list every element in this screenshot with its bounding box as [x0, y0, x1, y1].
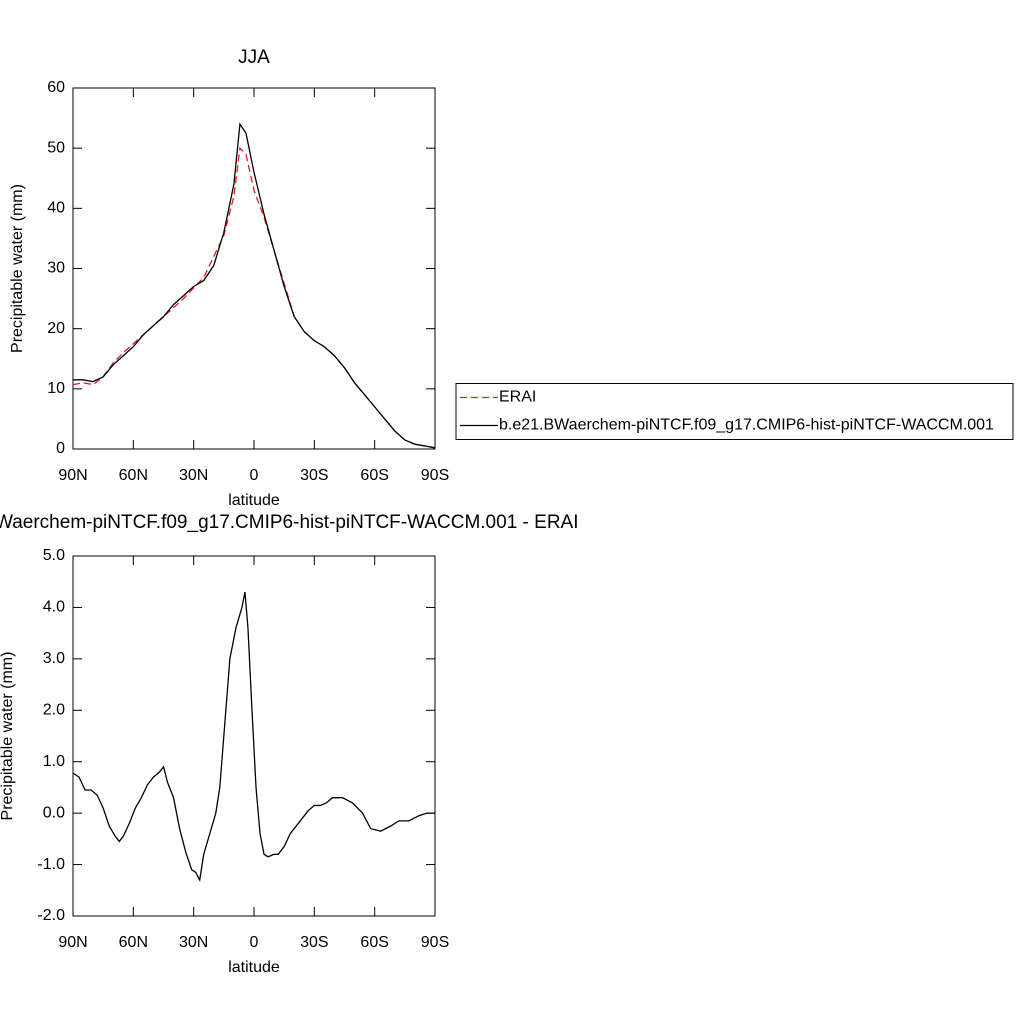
- x-axis-label: latitude: [228, 492, 280, 509]
- x-tick-label: 90S: [421, 934, 449, 951]
- y-tick-label: 0: [56, 440, 65, 457]
- y-tick-label: 50: [47, 139, 65, 156]
- plot-frame: [72, 555, 436, 917]
- y-tick-label: 40: [47, 200, 65, 217]
- y-tick-label: 60: [47, 79, 65, 96]
- y-tick-label: -2.0: [37, 907, 65, 924]
- y-tick-label: 4.0: [43, 599, 65, 616]
- y-tick-label: 3.0: [43, 650, 65, 667]
- chart-title: JJA: [238, 47, 270, 68]
- x-tick-label: 0: [250, 467, 259, 484]
- y-tick-label: 0.0: [43, 804, 65, 821]
- x-tick-label: 30N: [179, 934, 208, 951]
- y-tick-label: 5.0: [43, 547, 65, 564]
- y-axis-label: Precipitable water (mm): [0, 652, 16, 821]
- y-tick-label: 30: [47, 260, 65, 277]
- x-tick-label: 90S: [421, 467, 449, 484]
- x-axis-label: latitude: [228, 959, 280, 976]
- x-tick-label: 90N: [58, 467, 87, 484]
- x-tick-label: 30N: [179, 467, 208, 484]
- chart-title: b.e21.BWaerchem-piNTCF.f09_g17.CMIP6-his…: [0, 512, 579, 533]
- legend-label: ERAI: [499, 389, 536, 406]
- x-tick-label: 30S: [300, 934, 328, 951]
- x-tick-label: 30S: [300, 467, 328, 484]
- plot-frame: [72, 87, 436, 450]
- y-tick-label: 20: [47, 320, 65, 337]
- legend-label: b.e21.BWaerchem-piNTCF.f09_g17.CMIP6-his…: [499, 417, 994, 434]
- x-tick-label: 60S: [360, 934, 388, 951]
- data-line: [72, 146, 436, 449]
- y-tick-label: 1.0: [43, 753, 65, 770]
- x-tick-label: 60S: [360, 467, 388, 484]
- x-tick-label: 0: [250, 934, 259, 951]
- x-tick-label: 60N: [119, 934, 148, 951]
- data-line: [73, 122, 436, 449]
- legend-box: [455, 383, 1014, 440]
- x-tick-label: 90N: [58, 934, 87, 951]
- y-tick-label: 10: [47, 380, 65, 397]
- y-axis-label: Precipitable water (mm): [9, 184, 26, 353]
- x-tick-label: 60N: [119, 467, 148, 484]
- y-tick-label: 2.0: [43, 702, 65, 719]
- data-line: [72, 591, 435, 883]
- y-tick-label: -1.0: [37, 856, 65, 873]
